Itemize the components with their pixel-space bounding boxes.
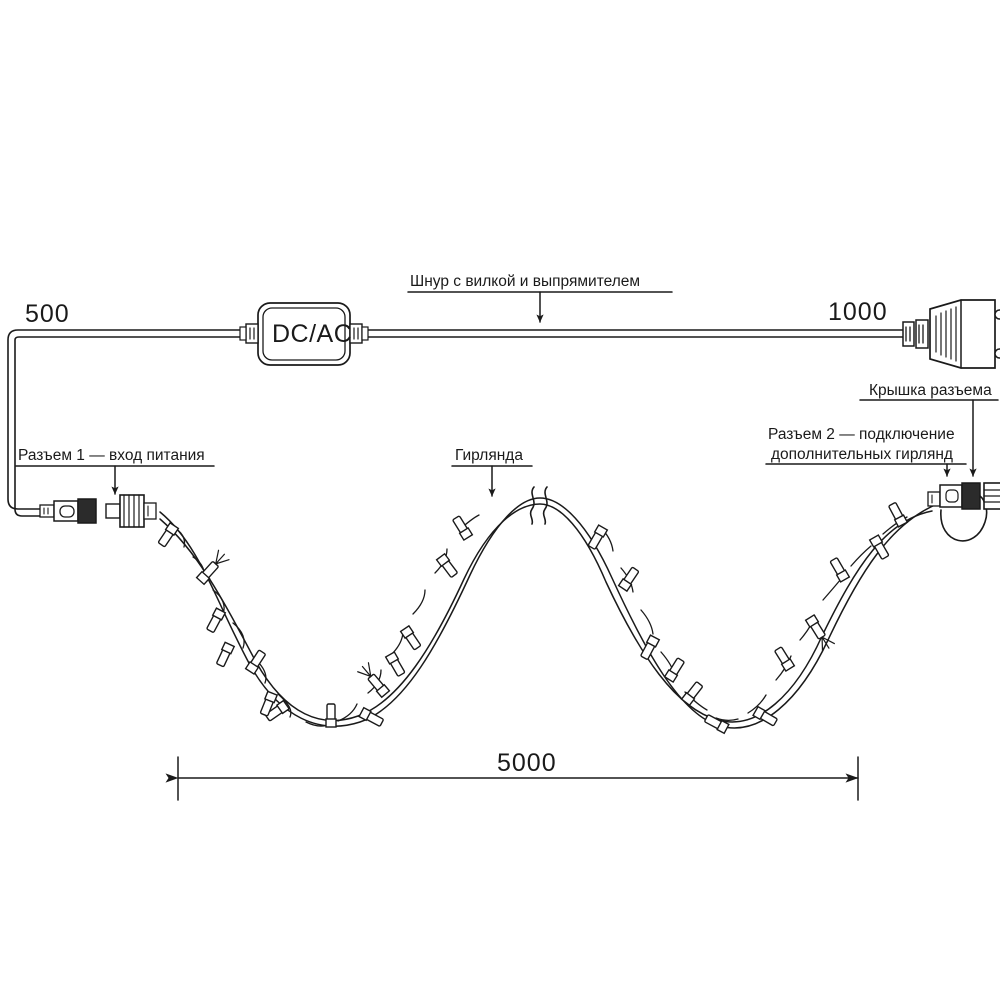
mains-cord [361, 329, 906, 338]
connector-1 [39, 494, 157, 528]
garland-wire [159, 486, 936, 729]
rectifier-box [239, 302, 369, 366]
dimension-5000 [165, 756, 859, 801]
annotation-connector-cap: Крышка разъема [869, 382, 992, 399]
connector-2 [927, 482, 1000, 542]
dimension-label-500: 500 [25, 300, 70, 328]
annotation-connector-2-line1: Разъем 2 — подключение [768, 426, 955, 443]
leader-lines [15, 291, 999, 497]
dimension-label-5000: 5000 [497, 749, 557, 777]
annotation-connector-2-line2: дополнительных гирлянд [771, 446, 953, 463]
mains-plug [902, 299, 1000, 369]
rectifier-box-label: DC/AC [272, 320, 353, 348]
annotation-garland: Гирлянда [455, 447, 523, 464]
annotation-connector-1: Разъем 1 — вход питания [18, 447, 205, 464]
garland-leds [157, 502, 909, 735]
dimension-label-1000: 1000 [828, 298, 888, 326]
annotation-cord-with-plug: Шнур с вилкой и выпрямителем [410, 273, 641, 290]
lead-in-cord [7, 329, 251, 517]
